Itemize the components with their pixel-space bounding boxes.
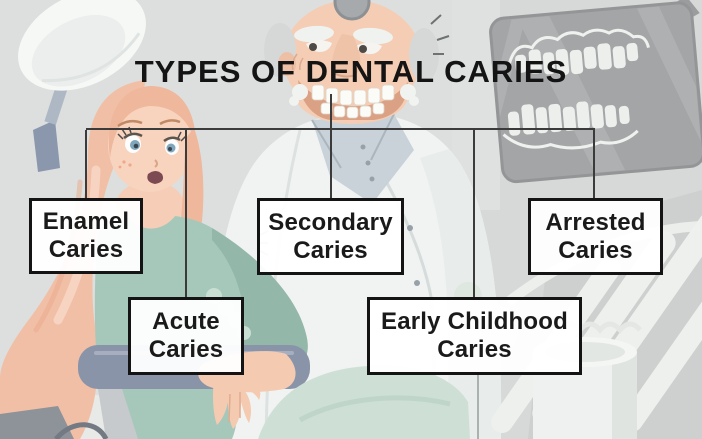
connector-enamel	[85, 130, 87, 199]
coat-buttons	[360, 144, 420, 286]
node-early-childhood-caries: Early Childhood Caries	[367, 297, 582, 375]
connector-acute	[185, 130, 187, 298]
node-label: Arrested Caries	[545, 208, 646, 264]
xray-screen-icon	[489, 0, 702, 184]
dentist-shirt	[312, 114, 414, 204]
node-label: Early Childhood Caries	[380, 308, 568, 363]
page-title: TYPES OF DENTAL CARIES	[134, 54, 568, 89]
connector-title-to-secondary	[330, 94, 332, 199]
node-label: Acute Caries	[148, 308, 224, 363]
dental-lamp-icon	[18, 0, 146, 172]
patient-hand	[213, 371, 261, 429]
xray-lower-teeth	[507, 101, 630, 136]
sparkle-marks	[430, 14, 450, 55]
dentist-teeth	[311, 84, 395, 119]
xray-upper-teeth	[514, 42, 639, 76]
mustache-curls	[289, 84, 419, 106]
patient-lips	[147, 171, 164, 184]
gray-hair-right	[409, 28, 439, 82]
node-label: Secondary Caries	[268, 208, 393, 264]
node-secondary-caries: Secondary Caries	[257, 198, 404, 275]
head-mirror-icon	[333, 0, 371, 21]
node-acute-caries: Acute Caries	[128, 297, 244, 375]
node-arrested-caries: Arrested Caries	[528, 198, 663, 275]
connector-arrested	[593, 130, 595, 199]
node-enamel-caries: Enamel Caries	[29, 198, 143, 274]
connector-early-childhood	[473, 130, 475, 298]
connector-horizontal	[86, 128, 595, 130]
node-label: Enamel Caries	[42, 208, 130, 263]
